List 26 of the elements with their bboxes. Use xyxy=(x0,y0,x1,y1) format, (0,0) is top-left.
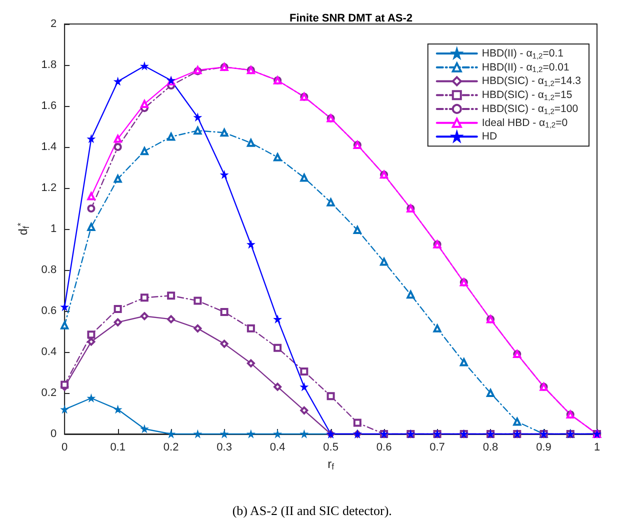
x-tick-label: 0.1 xyxy=(110,442,126,454)
x-tick-label: 0.8 xyxy=(482,442,498,454)
x-tick-label: 0.2 xyxy=(163,442,179,454)
y-tick-label: 1.8 xyxy=(41,59,57,71)
y-tick-label: 0.8 xyxy=(41,264,57,276)
y-axis-title: df* xyxy=(16,222,31,236)
legend-label: HD xyxy=(482,130,498,143)
y-tick-label: 0 xyxy=(50,428,57,440)
chart-title: Finite SNR DMT at AS-2 xyxy=(289,12,413,24)
x-tick-label: 0.4 xyxy=(270,442,286,454)
y-tick-label: 0.4 xyxy=(41,346,57,358)
y-tick-label: 1 xyxy=(50,223,57,235)
y-tick-label: 2 xyxy=(50,18,57,30)
y-tick-label: 1.2 xyxy=(41,182,57,194)
x-tick-label: 0 xyxy=(62,442,68,454)
text: (b) AS-2 (II and SIC detector). xyxy=(232,503,392,518)
x-tick-label: 0.9 xyxy=(536,442,552,454)
x-tick-label: 0.3 xyxy=(216,442,232,454)
y-tick-label: 0.6 xyxy=(41,305,57,317)
x-tick-label: 0.6 xyxy=(376,442,392,454)
x-tick-label: 0.5 xyxy=(323,442,338,454)
y-tick-label: 1.4 xyxy=(41,141,57,153)
y-tick-label: 1.6 xyxy=(41,100,57,112)
x-tick-label: 1 xyxy=(594,442,600,454)
y-tick-label: 0.2 xyxy=(41,387,57,399)
x-tick-label: 0.7 xyxy=(430,442,445,454)
